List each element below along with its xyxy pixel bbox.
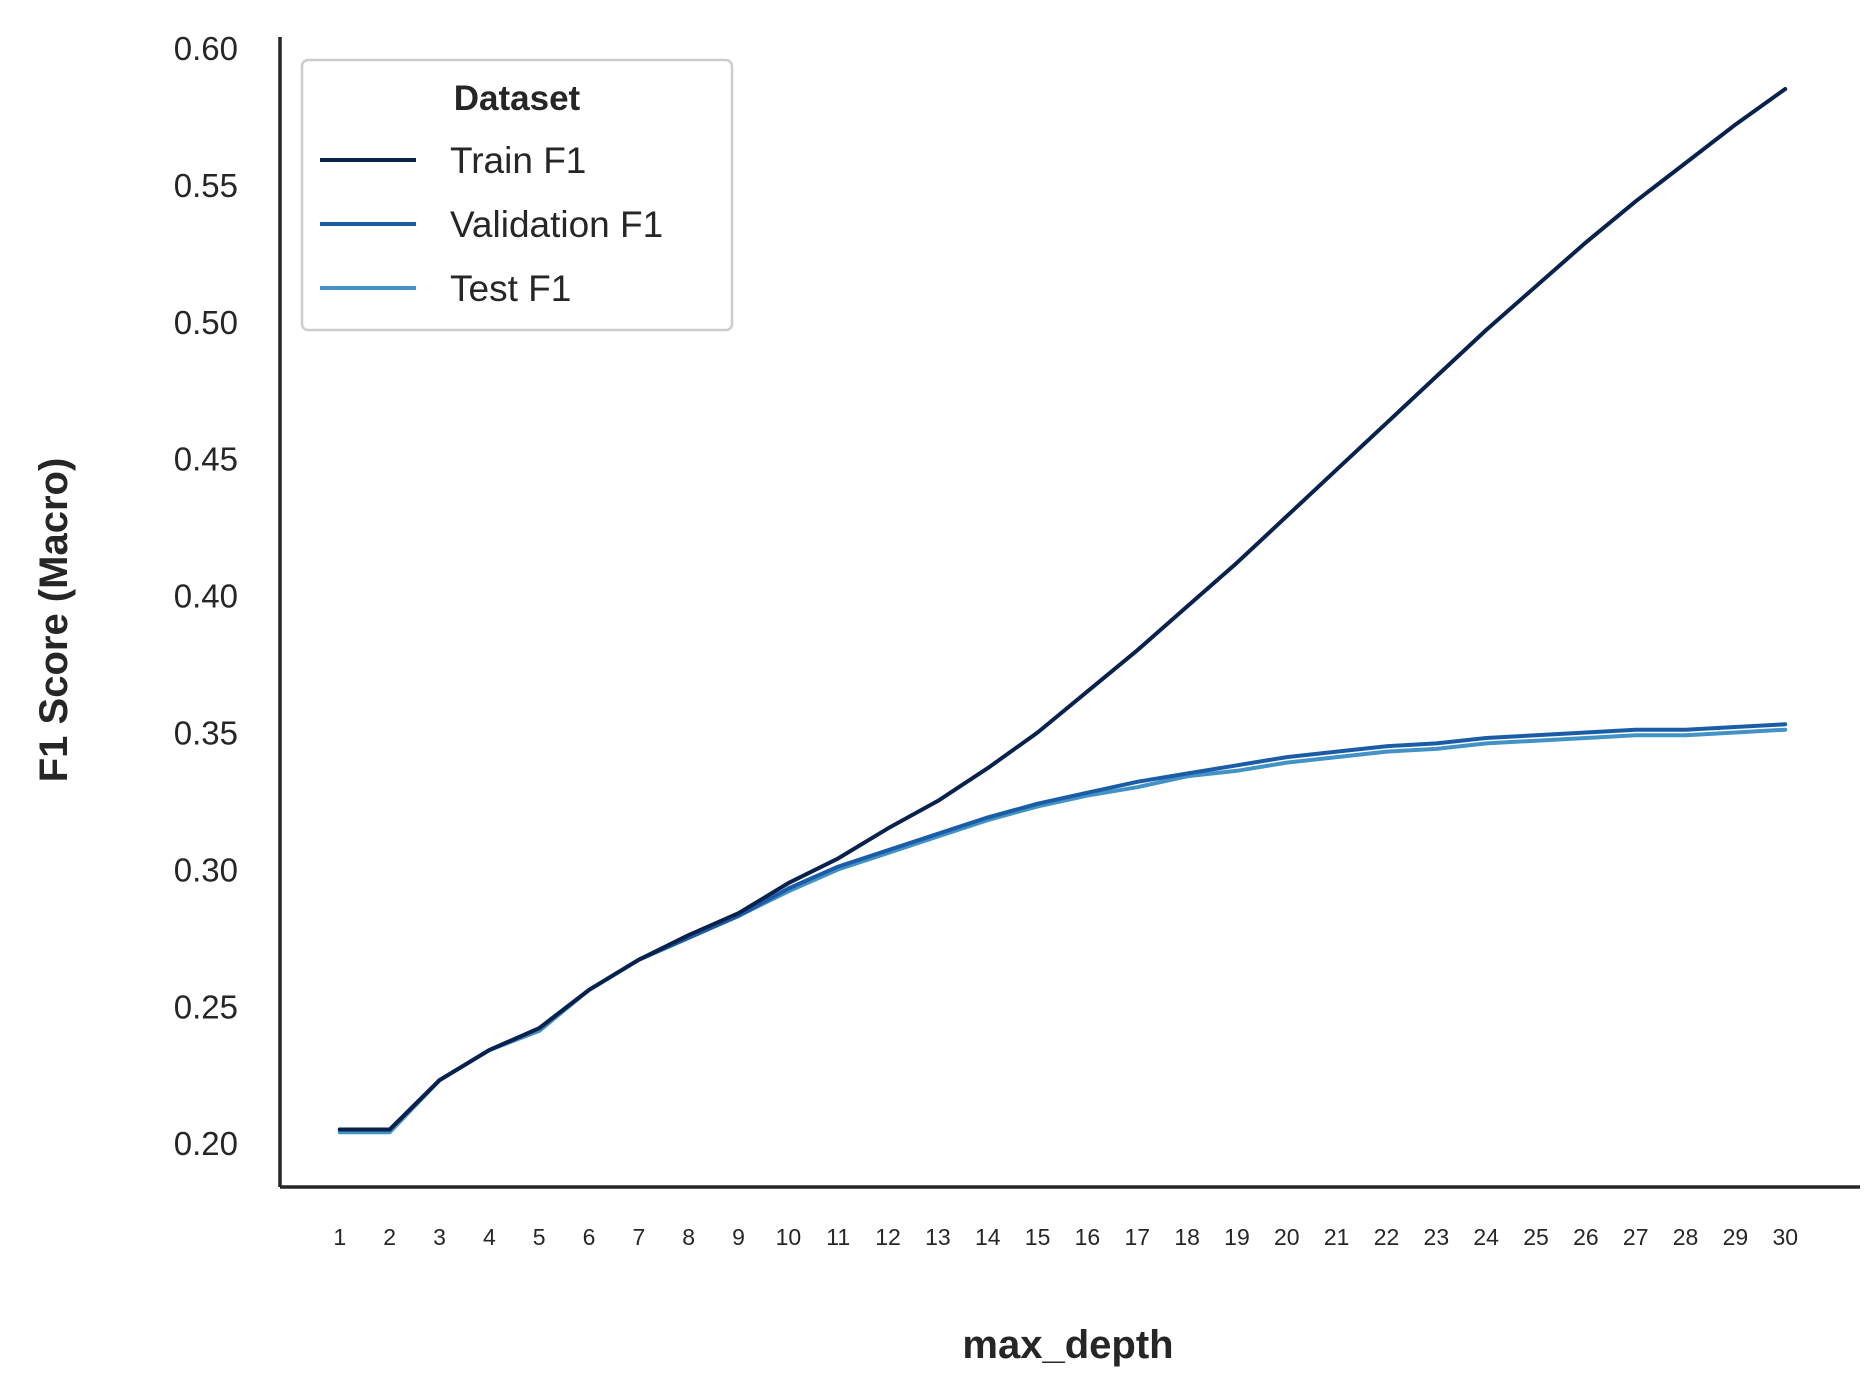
legend-entries: Train F1 Validation F1 Test F1 <box>320 140 663 309</box>
x-tick-label: 29 <box>1723 1224 1749 1250</box>
x-tick-label: 12 <box>875 1224 901 1250</box>
y-axis-title: F1 Score (Macro) <box>32 458 76 783</box>
y-tick-labels: 0.20 0.25 0.30 0.35 0.40 0.45 0.50 0.55 0.60 <box>174 30 238 1162</box>
x-tick-labels: 1 2 3 4 5 6 7 8 9 10 11 12 13 14 15 16 17 18 19 20 21 22 23 24 2… <box>333 1224 1798 1250</box>
x-tick-label: 1 <box>333 1224 346 1250</box>
x-axis-title: max_depth <box>962 1323 1173 1367</box>
x-tick-label: 23 <box>1424 1224 1450 1250</box>
x-tick-label: 7 <box>632 1224 645 1250</box>
x-tick-label: 14 <box>975 1224 1001 1250</box>
x-tick-label: 15 <box>1025 1224 1051 1250</box>
x-tick-label: 20 <box>1274 1224 1300 1250</box>
x-tick-label: 22 <box>1374 1224 1400 1250</box>
y-tick-label: 0.25 <box>174 988 238 1025</box>
x-tick-label: 16 <box>1075 1224 1101 1250</box>
y-tick-label: 0.50 <box>174 304 238 341</box>
x-tick-label: 18 <box>1174 1224 1200 1250</box>
x-tick-label: 13 <box>925 1224 951 1250</box>
x-tick-label: 10 <box>776 1224 802 1250</box>
legend-label: Test F1 <box>450 268 571 309</box>
series-line-train-f1 <box>337 87 1788 1132</box>
x-tick-label: 11 <box>826 1224 850 1250</box>
legend-frame <box>300 58 734 332</box>
x-tick-label: 27 <box>1623 1224 1649 1250</box>
x-tick-label: 24 <box>1473 1224 1499 1250</box>
legend-title: Dataset <box>454 79 581 118</box>
series-line-test-f1 <box>337 727 1788 1135</box>
x-tick-label: 25 <box>1523 1224 1549 1250</box>
x-tick-label: 4 <box>483 1224 496 1250</box>
x-tick-label: 8 <box>682 1224 695 1250</box>
y-tick-label: 0.60 <box>174 30 238 67</box>
x-tick-label: 19 <box>1224 1224 1250 1250</box>
legend-label: Train F1 <box>450 140 586 181</box>
x-tick-label: 3 <box>433 1224 446 1250</box>
x-tick-label: 9 <box>732 1224 745 1250</box>
x-tick-label: 2 <box>383 1224 396 1250</box>
y-tick-label: 0.55 <box>174 167 238 204</box>
x-tick-label: 5 <box>533 1224 546 1250</box>
legend-label: Validation F1 <box>450 204 663 245</box>
x-tick-label: 30 <box>1772 1224 1798 1250</box>
legend: Dataset Train F1 Validation F1 Test F1 <box>300 58 734 332</box>
x-tick-label: 17 <box>1124 1224 1150 1250</box>
x-tick-label: 21 <box>1324 1224 1350 1250</box>
y-tick-label: 0.20 <box>174 1125 238 1162</box>
y-tick-label: 0.30 <box>174 851 238 888</box>
x-tick-label: 28 <box>1673 1224 1699 1250</box>
x-tick-label: 26 <box>1573 1224 1599 1250</box>
plot-area <box>337 87 1788 1135</box>
y-tick-label: 0.45 <box>174 441 238 478</box>
series-line-validation-f1 <box>337 722 1788 1132</box>
axes <box>278 37 1860 1189</box>
y-tick-label: 0.35 <box>174 714 238 751</box>
y-tick-label: 0.40 <box>174 578 238 615</box>
x-tick-label: 6 <box>583 1224 596 1250</box>
